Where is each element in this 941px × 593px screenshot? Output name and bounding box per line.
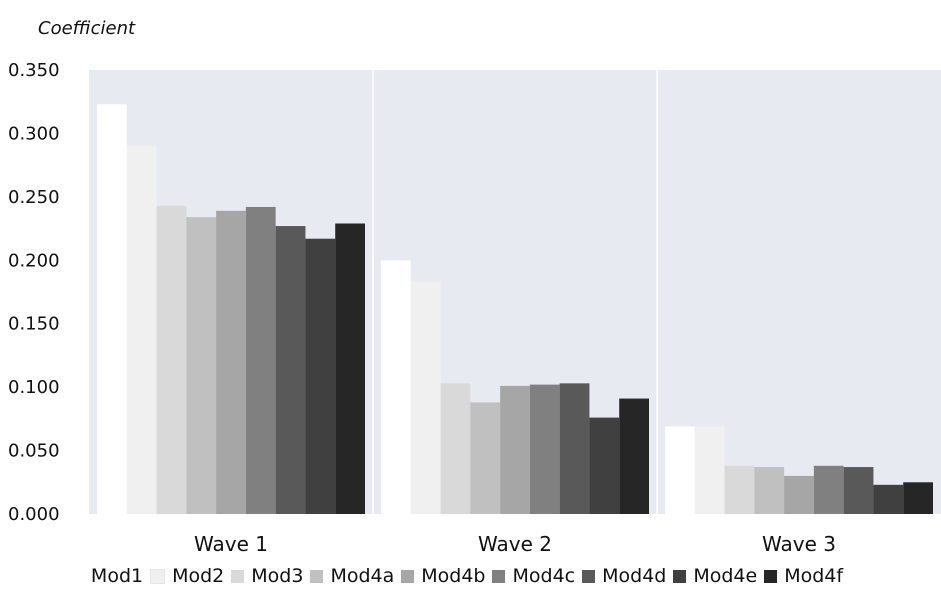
bar-mod2-wave-1 — [126, 146, 157, 514]
category-separators — [372, 70, 658, 514]
y-tick-label: 0.100 — [8, 377, 60, 398]
x-category-label: Wave 2 — [478, 532, 552, 556]
legend-item-mod3: Mod3 — [251, 565, 324, 587]
legend-label: Mod3 — [251, 565, 304, 587]
legend-item-mod4f: Mod4f — [784, 565, 843, 587]
bar-mod4f-wave-1 — [335, 223, 365, 515]
legend-label: Mod4a — [330, 565, 395, 587]
legend-swatch — [401, 569, 415, 583]
bar-mod1-wave-2 — [381, 260, 411, 514]
y-tick-label: 0.250 — [8, 187, 60, 208]
bars — [97, 104, 933, 515]
legend-label: Mod1 — [90, 565, 144, 587]
legend-item-mod4c: Mod4c — [512, 565, 596, 587]
legend-swatch — [231, 569, 245, 583]
legend-item-mod4b: Mod4b — [421, 565, 506, 587]
legend-label: Mod4d — [602, 565, 667, 587]
y-tick-label: 0.050 — [8, 441, 60, 462]
x-axis-categories: Wave 1 Wave 2 Wave 3 — [194, 532, 836, 556]
bar-mod2-wave-3 — [694, 426, 725, 514]
legend-item-mod4e: Mod4e — [693, 565, 778, 587]
bar-mod4d-wave-3 — [843, 467, 874, 514]
bar-mod4e-wave-2 — [589, 417, 620, 514]
bar-mod3-wave-1 — [156, 205, 187, 515]
legend: Mod1 Mod2 Mod3 Mod4a Mod4b Mod4c Mod4d Mod4e Mod… — [0, 565, 941, 587]
bar-mod4f-wave-3 — [903, 482, 933, 514]
bar-mod4c-wave-3 — [813, 465, 844, 514]
bar-mod4c-wave-1 — [245, 207, 276, 514]
legend-swatch — [582, 569, 596, 583]
legend-swatch — [492, 569, 506, 583]
legend-label: Mod2 — [172, 565, 225, 587]
bar-mod3-wave-3 — [724, 465, 755, 514]
bar-mod4b-wave-3 — [784, 475, 814, 514]
bar-mod4e-wave-3 — [873, 484, 904, 514]
legend-swatch — [150, 568, 166, 584]
legend-label: Mod4b — [421, 565, 486, 587]
bar-mod4a-wave-3 — [754, 467, 785, 514]
bar-mod4d-wave-2 — [559, 383, 590, 514]
legend-swatch — [764, 569, 778, 583]
bar-mod4b-wave-1 — [216, 210, 246, 514]
legend-item-mod1: Mod1 — [90, 565, 166, 587]
legend-label: Mod4c — [512, 565, 576, 587]
x-category-label: Wave 1 — [194, 532, 268, 556]
bar-mod4f-wave-2 — [619, 398, 649, 514]
x-category-label: Wave 3 — [762, 532, 836, 556]
y-tick-label: 0.350 — [8, 60, 60, 81]
y-tick-label: 0.000 — [8, 504, 60, 525]
legend-item-mod2: Mod2 — [172, 565, 245, 587]
bar-mod4d-wave-1 — [275, 226, 306, 514]
bar-mod4c-wave-2 — [529, 384, 560, 514]
bar-mod3-wave-2 — [440, 383, 471, 514]
y-tick-label: 0.150 — [8, 314, 60, 335]
bar-mod1-wave-1 — [97, 104, 127, 514]
bar-mod4a-wave-2 — [470, 402, 501, 514]
bar-mod4b-wave-2 — [500, 385, 530, 514]
y-axis-label: Coefficient — [38, 18, 136, 39]
y-tick-label: 0.300 — [8, 123, 60, 144]
legend-item-mod4a: Mod4a — [330, 565, 415, 587]
bar-mod4e-wave-1 — [305, 238, 336, 514]
y-tick-label: 0.200 — [8, 250, 60, 271]
legend-swatch — [310, 569, 324, 583]
bar-mod2-wave-2 — [410, 281, 441, 514]
bar-mod1-wave-3 — [665, 426, 695, 514]
legend-item-mod4d: Mod4d — [602, 565, 687, 587]
bar-mod4a-wave-1 — [186, 217, 217, 514]
legend-swatch — [673, 569, 687, 583]
legend-label: Mod4e — [693, 565, 758, 587]
legend-label: Mod4f — [784, 565, 844, 587]
y-axis-ticks: 0.000 0.050 0.100 0.150 0.200 0.250 0.300 0.350 — [8, 60, 60, 525]
